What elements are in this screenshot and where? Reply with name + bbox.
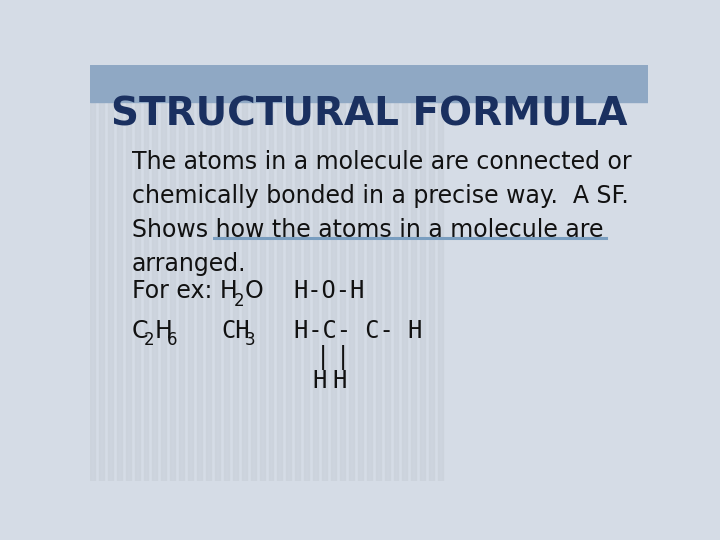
Bar — [161, 65, 166, 481]
Text: |: | — [315, 346, 330, 370]
Bar — [277, 65, 282, 481]
Bar — [143, 65, 148, 481]
Bar — [331, 65, 336, 481]
Bar — [179, 65, 184, 481]
Bar — [117, 65, 122, 481]
Text: H: H — [332, 369, 346, 393]
Text: H-C- C- H: H-C- C- H — [294, 319, 422, 343]
Bar — [322, 65, 327, 481]
Bar — [269, 65, 274, 481]
Text: O: O — [245, 279, 264, 303]
Text: arranged.: arranged. — [132, 252, 246, 276]
Bar — [394, 65, 398, 481]
Bar — [376, 65, 381, 481]
Bar — [197, 65, 202, 481]
Bar — [242, 65, 247, 481]
Text: CH: CH — [221, 319, 250, 343]
Bar — [402, 65, 408, 481]
Bar — [135, 65, 140, 481]
Bar — [224, 65, 229, 481]
Bar — [438, 65, 443, 481]
Bar — [429, 65, 434, 481]
Bar — [90, 65, 95, 481]
Text: |: | — [336, 346, 350, 370]
Bar — [126, 65, 130, 481]
Text: 3: 3 — [245, 331, 256, 349]
Bar — [340, 65, 345, 481]
Bar — [295, 65, 300, 481]
Text: H-O-H: H-O-H — [294, 279, 365, 303]
Bar — [99, 65, 104, 481]
Bar — [260, 65, 264, 481]
Text: For ex: H: For ex: H — [132, 279, 238, 303]
Bar — [287, 65, 292, 481]
Bar — [305, 65, 309, 481]
Bar — [366, 65, 372, 481]
Text: C: C — [132, 319, 148, 343]
Text: 2: 2 — [143, 331, 154, 349]
Bar — [420, 65, 426, 481]
Text: 2: 2 — [234, 292, 245, 309]
Bar — [233, 65, 238, 481]
Bar — [313, 65, 318, 481]
Text: Shows how the atoms in a molecule are: Shows how the atoms in a molecule are — [132, 218, 603, 242]
Bar — [411, 65, 416, 481]
Bar — [90, 65, 648, 102]
Text: 6: 6 — [166, 331, 177, 349]
Bar — [206, 65, 211, 481]
Bar — [171, 65, 175, 481]
Bar — [384, 65, 390, 481]
Text: The atoms in a molecule are connected or: The atoms in a molecule are connected or — [132, 150, 631, 174]
Text: H: H — [154, 319, 172, 343]
Bar — [358, 65, 363, 481]
Bar — [153, 65, 158, 481]
Text: STRUCTURAL FORMULA: STRUCTURAL FORMULA — [111, 96, 627, 134]
Bar — [108, 65, 113, 481]
Text: H: H — [312, 369, 326, 393]
Bar — [215, 65, 220, 481]
Bar — [251, 65, 256, 481]
Text: chemically bonded in a precise way.  A SF.: chemically bonded in a precise way. A SF… — [132, 184, 629, 208]
Bar — [188, 65, 193, 481]
Bar — [349, 65, 354, 481]
